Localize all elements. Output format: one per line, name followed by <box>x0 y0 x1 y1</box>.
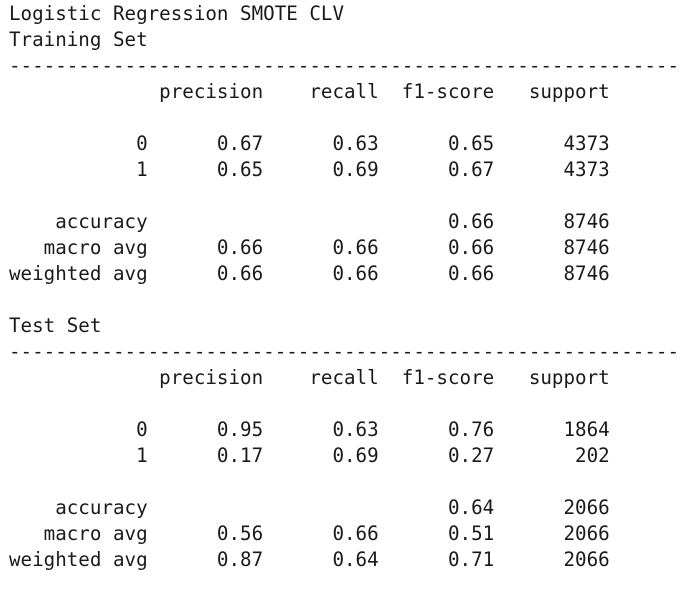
section-label: Training Set <box>9 28 148 51</box>
report-summary-row: weighted avg 0.66 0.66 0.66 8746 <box>9 262 610 285</box>
report-class-row: 0 0.95 0.63 0.76 1864 <box>9 418 610 441</box>
report-class-row: 1 0.65 0.69 0.67 4373 <box>9 158 610 181</box>
divider: ----------------------------------------… <box>9 340 680 363</box>
report-summary-row: accuracy 0.64 2066 <box>9 496 610 519</box>
report-header-row: precision recall f1-score support <box>9 80 610 103</box>
report-summary-row: macro avg 0.56 0.66 0.51 2066 <box>9 522 610 545</box>
report-summary-row: accuracy 0.66 8746 <box>9 210 610 233</box>
report-header-row: precision recall f1-score support <box>9 366 610 389</box>
report-class-row: 1 0.17 0.69 0.27 202 <box>9 444 610 467</box>
report-class-row: 0 0.67 0.63 0.65 4373 <box>9 132 610 155</box>
section-label: Test Set <box>9 314 102 337</box>
report-summary-row: macro avg 0.66 0.66 0.66 8746 <box>9 236 610 259</box>
divider: ----------------------------------------… <box>9 54 680 77</box>
report-summary-row: weighted avg 0.87 0.64 0.71 2066 <box>9 548 610 571</box>
report-title: Logistic Regression SMOTE CLV <box>9 2 345 25</box>
